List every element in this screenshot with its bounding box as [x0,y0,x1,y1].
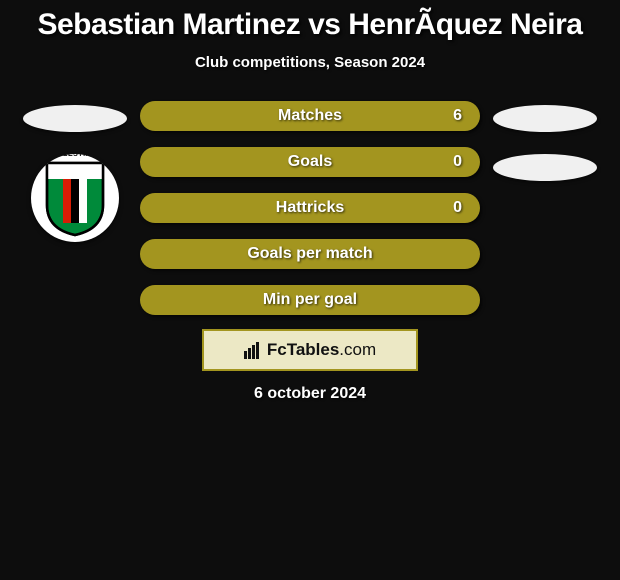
brand-name: FcTables.com [267,340,376,360]
stat-label: Goals [288,153,332,171]
stat-value-right: 6 [453,107,462,125]
brand-attribution: FcTables.com [202,329,418,371]
comparison-area: PALESTINO Matches6Goals0Hattricks0Goals … [0,101,620,315]
stat-value-right: 0 [453,153,462,171]
stat-label: Hattricks [276,199,344,217]
subtitle: Club competitions, Season 2024 [195,54,425,71]
bar-chart-icon [244,342,259,359]
stats-column: Matches 6 Goals 0 Hattricks 0 Goals per match M… [135,101,485,315]
right-player-avatar [493,105,597,132]
left-player-col: PALESTINO [15,101,135,242]
club-name: PALESTINO [53,154,97,158]
right-player-col [485,101,605,203]
left-player-avatar [23,105,127,132]
right-club-badge [493,154,597,181]
shield-icon [41,159,109,237]
page-title: Sebastian Martinez vs HenrÃ­quez Neira [37,8,582,42]
left-club-badge: PALESTINO [31,154,119,242]
stat-bar: Matches 6 [140,101,480,131]
stat-bar: Goals per match [140,239,480,269]
stat-value-right: 0 [453,199,462,217]
stat-bar: Min per goal [140,285,480,315]
snapshot-date: 6 october 2024 [254,385,366,403]
stat-bar: Goals 0 [140,147,480,177]
stat-label: Matches [278,107,342,125]
stat-label: Goals per match [247,245,372,263]
stat-bar: Hattricks 0 [140,193,480,223]
stat-label: Min per goal [263,291,357,309]
